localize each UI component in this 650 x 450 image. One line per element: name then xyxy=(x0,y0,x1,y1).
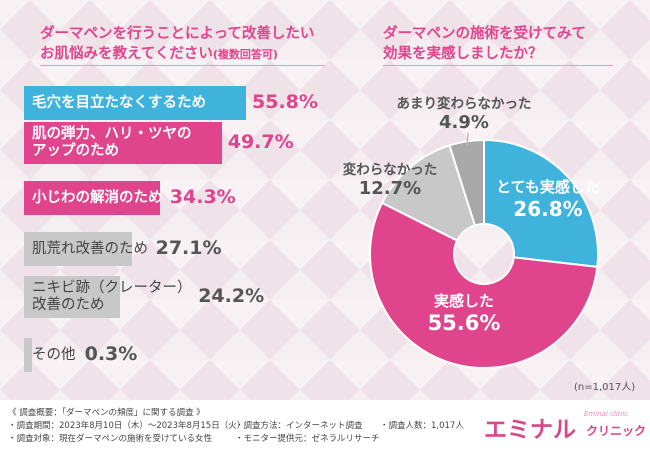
survey-target: ・調査対象：現在ダーマペンの施術を受けている女性 xyxy=(8,434,213,444)
bar-value-number: 34.3% xyxy=(169,186,236,208)
bar-value-number: 0.3% xyxy=(84,343,138,365)
bar-value-number: 49.7% xyxy=(227,131,294,153)
bar-3 xyxy=(24,181,161,215)
survey-period: ・調査期間：2023年8月10日（木）～2023年8月15日（火） xyxy=(8,421,246,431)
bar-category-label-line: 肌荒れ改善のため xyxy=(32,240,148,257)
bar-4 xyxy=(24,232,132,266)
bar-category-label-line: その他 xyxy=(32,346,76,363)
donut-slice-3 xyxy=(380,144,477,242)
bar-category-label: 小じわの解消のため xyxy=(32,190,163,207)
donut-value-label: 12.7% xyxy=(358,178,422,199)
clinic-logo: エミナル xyxy=(484,417,576,443)
bar-value-number: 27.1% xyxy=(155,237,222,259)
donut-category-label: 実感した xyxy=(433,292,494,310)
left-question-title: ダーマペンを行うことによって改善したい お肌悩みを教えてください(複数回答可) xyxy=(40,26,315,62)
bar-category-label: その他 xyxy=(32,347,76,364)
donut-value-label: 4.9% xyxy=(439,112,489,133)
donut-slice-1 xyxy=(483,138,599,268)
bar-value-label: 24.2% xyxy=(198,285,264,307)
donut-label-2: 実感した 55.6% xyxy=(374,290,554,335)
bar-category-label-line: 改善のため xyxy=(32,297,105,313)
donut-category-label: とても実感した xyxy=(496,178,600,196)
bar-category-label: 毛穴を目立たなくするため xyxy=(32,95,206,112)
right-question-title: ダーマペンの施術を受けてみて 効果を実感しましたか？ xyxy=(383,26,586,62)
bar-value-label: 55.8% xyxy=(252,91,318,113)
bar-value-number: 55.8% xyxy=(252,91,318,113)
bar-category-label-line: 小じわの解消のため xyxy=(32,189,163,206)
bar-1 xyxy=(24,86,246,120)
donut-chart xyxy=(369,132,599,369)
survey-method: ・調査方法：インターネット調査 xyxy=(235,421,363,431)
bar-category-label: ニキビ跡（クレーター） 改善のため xyxy=(32,280,192,314)
left-question-underline xyxy=(40,65,325,66)
donut-label-4: あまり変わらなかった 4.9% xyxy=(374,92,554,133)
donut-category-label: 変わらなかった xyxy=(342,162,438,178)
donut-value-label: 55.6% xyxy=(427,311,501,335)
donut-label-1: とても実感した 26.8% xyxy=(458,176,638,221)
clinic-logo-sub: クリニック xyxy=(586,424,647,438)
survey-provider: ・モニター提供元：ゼネラルリサーチ xyxy=(235,434,380,444)
clinic-logo-small: Eminal clinic xyxy=(584,410,629,418)
bar-category-label: 肌の弾力、ハリ・ツヤの アップのため xyxy=(32,126,192,160)
bar-category-label: 肌荒れ改善のため xyxy=(32,241,148,258)
bar-category-label-line: ニキビ跡（クレーター） xyxy=(32,280,192,296)
bar-6 xyxy=(24,338,32,372)
donut-category-label: あまり変わらなかった xyxy=(396,96,532,112)
bar-value-label: 0.3% xyxy=(85,343,138,365)
donut-value-label: 26.8% xyxy=(513,197,583,221)
survey-overview: 《 調査概要：「ダーマペンの頻度」に関する調査 》 xyxy=(8,408,205,418)
bar-value-number: 24.2% xyxy=(198,285,265,307)
leader-line xyxy=(466,132,469,146)
footer xyxy=(0,400,650,450)
bar-5 xyxy=(24,276,121,318)
bar-value-label: 34.3% xyxy=(170,186,236,208)
bar-category-label-line: アップのため xyxy=(32,143,119,159)
donut-slice-4 xyxy=(448,138,485,227)
donut-slice-2 xyxy=(369,201,599,369)
right-question-underline xyxy=(383,65,613,66)
bar-2 xyxy=(24,122,222,164)
sample-size-label: (n=1,017人) xyxy=(574,382,636,393)
bar-category-label-line: 肌の弾力、ハリ・ツヤの xyxy=(32,126,192,142)
bar-value-label: 49.7% xyxy=(228,131,294,153)
donut-label-3: 変わらなかった 12.7% xyxy=(300,158,480,199)
bar-category-label-line: 毛穴を目立たなくするため xyxy=(32,94,206,111)
bar-value-label: 27.1% xyxy=(156,237,222,259)
survey-count: ・調査人数：1,017人 xyxy=(380,421,464,431)
